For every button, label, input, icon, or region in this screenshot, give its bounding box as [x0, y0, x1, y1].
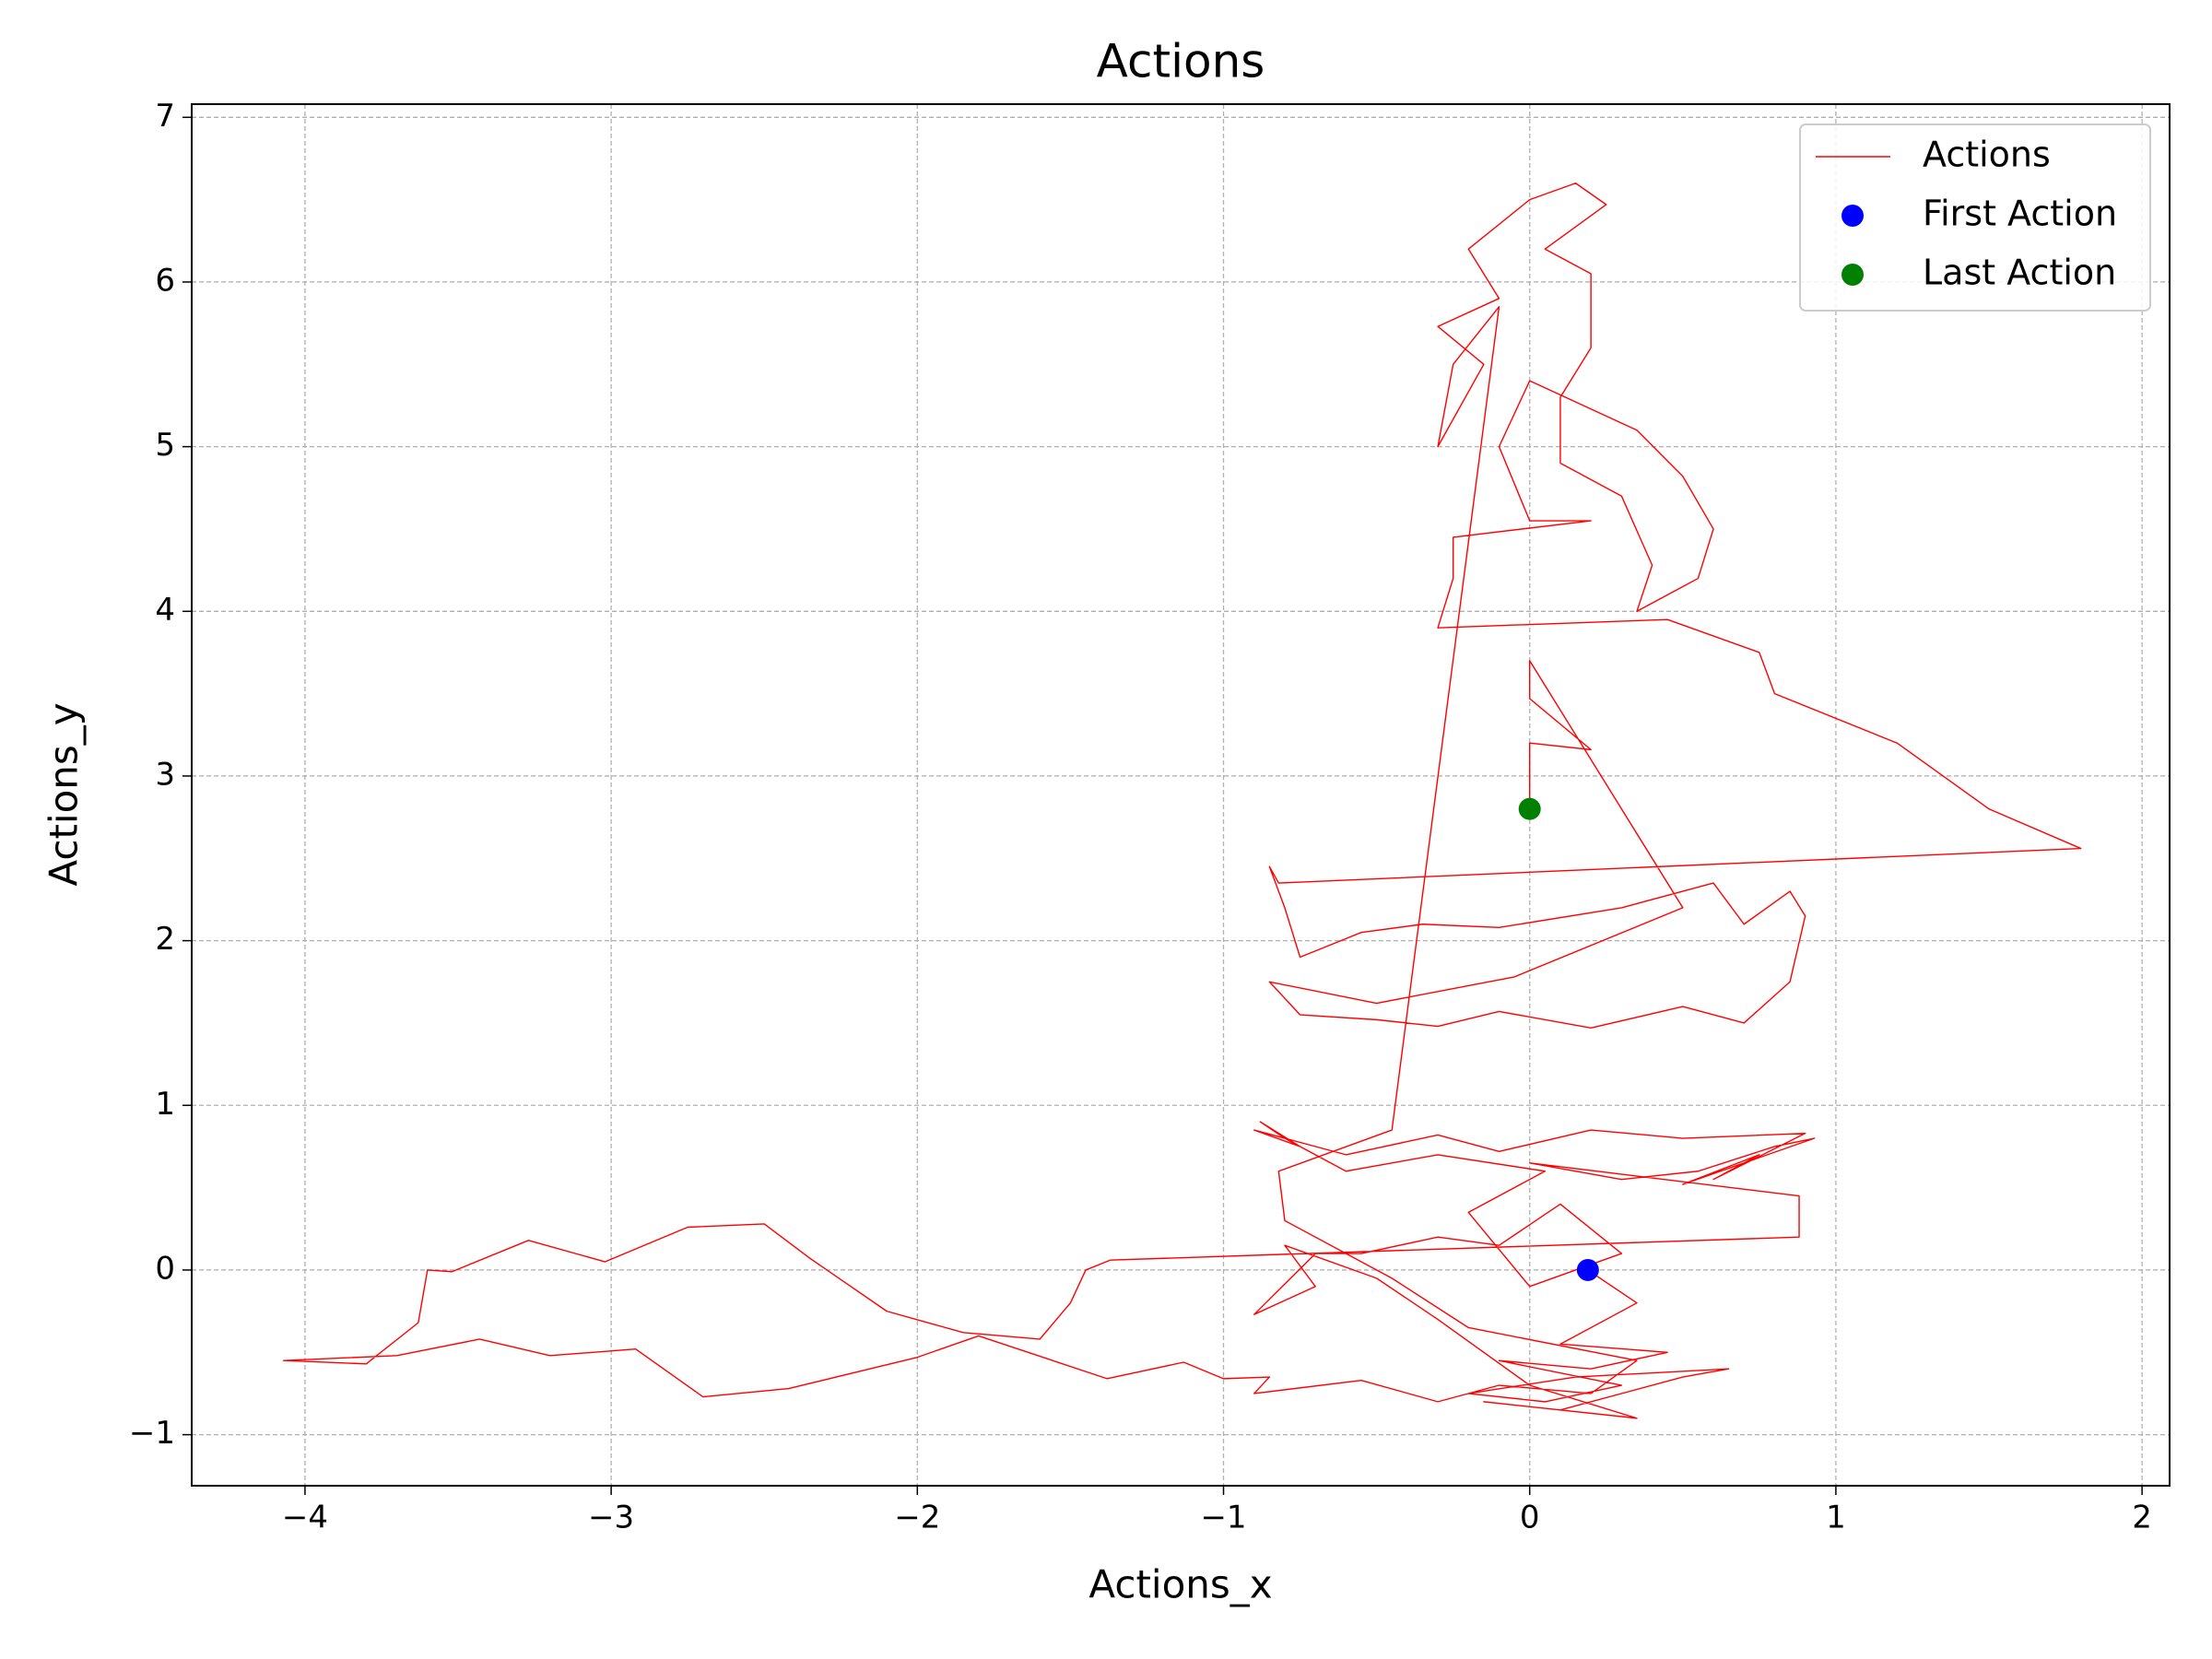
- legend: Actions First Action Last Action: [1799, 124, 2151, 312]
- y-tick-label: 1: [155, 1086, 175, 1123]
- legend-swatch: [1841, 264, 1864, 286]
- x-tick-label: 2: [2132, 1500, 2152, 1536]
- y-tick-label: 6: [155, 262, 175, 299]
- x-tick-label: −3: [588, 1500, 634, 1536]
- y-tick-label: 0: [155, 1250, 175, 1287]
- point: [1518, 797, 1541, 820]
- x-tick-label: 1: [1826, 1500, 1846, 1536]
- chart-title: Actions: [1097, 35, 1265, 88]
- legend-box: [1799, 124, 2151, 312]
- y-tick-label: 3: [155, 756, 175, 793]
- y-tick-label: 5: [155, 427, 175, 464]
- y-tick-label: 2: [155, 921, 175, 958]
- x-axis-label: Actions_x: [1088, 1562, 1272, 1607]
- x-tick-label: −1: [1200, 1500, 1246, 1536]
- x-tick-label: 0: [1520, 1500, 1540, 1536]
- y-tick-label: 4: [155, 592, 175, 629]
- y-tick-label: −1: [129, 1415, 175, 1452]
- point: [1576, 1258, 1599, 1281]
- legend-swatch: [1841, 205, 1864, 227]
- actions-line: [282, 182, 2082, 1419]
- y-tick-label: 7: [155, 98, 175, 135]
- x-tick-label: −2: [894, 1500, 940, 1536]
- x-tick-label: −4: [282, 1500, 328, 1536]
- legend-label: Actions: [1923, 135, 2051, 175]
- plot-frame: [191, 103, 2171, 1487]
- legend-label: Last Action: [1923, 253, 2116, 293]
- legend-label: First Action: [1923, 194, 2117, 234]
- y-axis-label: Actions_y: [41, 702, 87, 886]
